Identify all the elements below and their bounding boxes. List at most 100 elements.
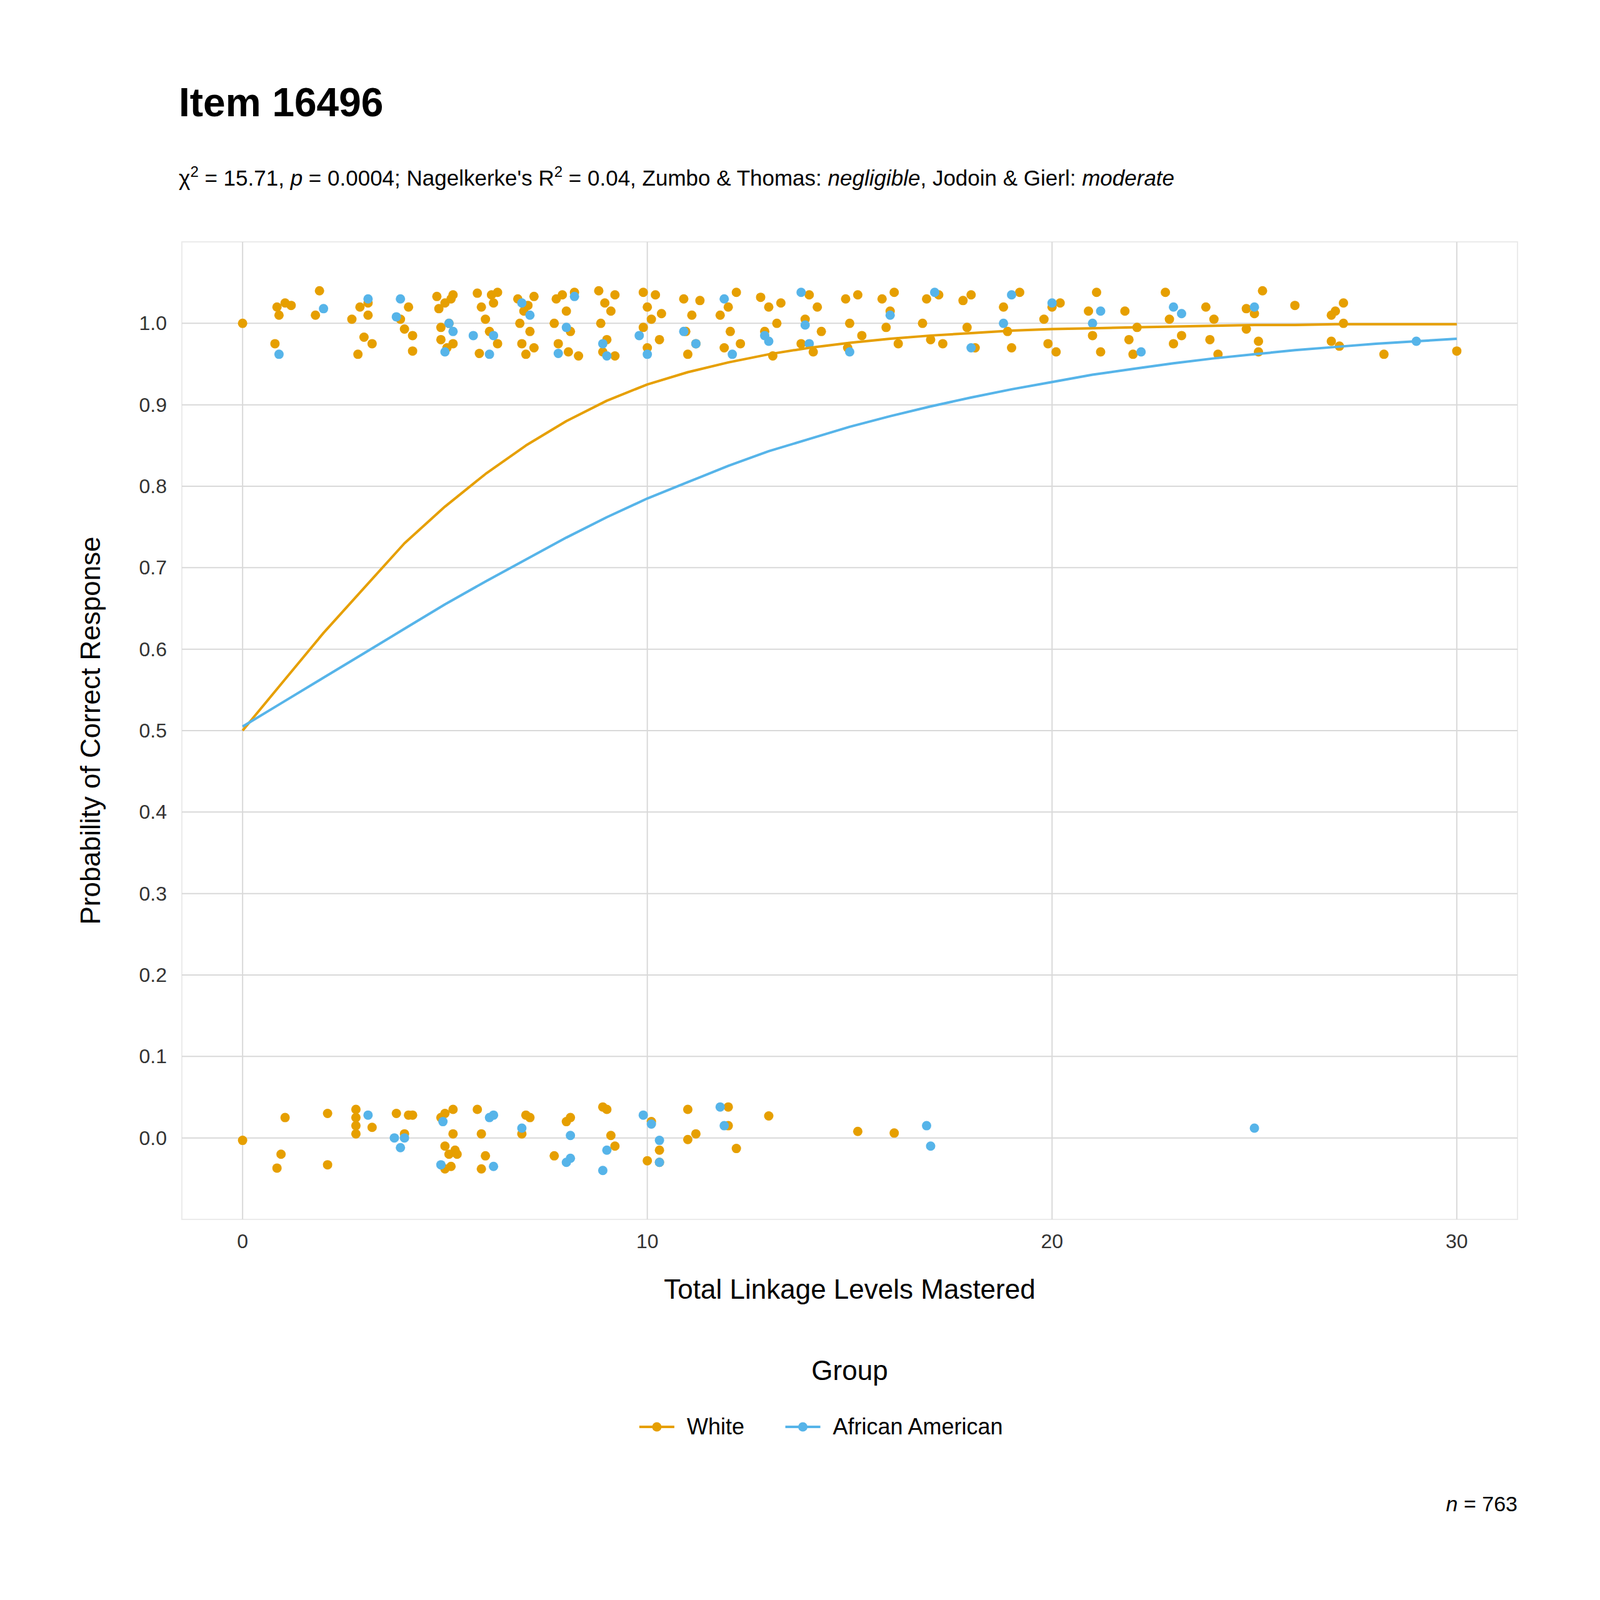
point	[998, 318, 1009, 329]
point	[1241, 303, 1252, 314]
point	[601, 351, 612, 361]
point	[516, 338, 527, 349]
point	[516, 298, 527, 308]
point	[1160, 287, 1170, 297]
point	[596, 318, 606, 329]
legend-marker	[651, 1422, 662, 1432]
y-tick-label: 0.8	[139, 475, 167, 498]
point	[1176, 308, 1187, 319]
point	[440, 1141, 450, 1151]
point	[274, 310, 284, 320]
point	[1006, 343, 1017, 353]
point	[436, 335, 446, 345]
point	[763, 336, 774, 347]
point	[472, 288, 482, 299]
point	[1120, 306, 1130, 316]
point	[553, 338, 564, 349]
point	[444, 318, 454, 329]
point	[845, 346, 855, 357]
y-tick-label: 0.3	[139, 882, 167, 905]
point	[367, 338, 377, 349]
point	[889, 1128, 899, 1138]
point	[474, 348, 484, 359]
point	[1338, 298, 1349, 308]
point	[683, 1135, 693, 1145]
point	[238, 318, 248, 329]
grid-line-y	[181, 648, 1518, 650]
point	[485, 349, 495, 359]
point	[431, 291, 442, 302]
point	[594, 286, 604, 296]
point	[363, 294, 373, 304]
point	[893, 338, 904, 349]
point	[686, 310, 697, 320]
y-tick-label: 0.9	[139, 393, 167, 417]
legend-label: White	[686, 1413, 745, 1440]
scatter-series	[274, 287, 1422, 1175]
point	[656, 308, 667, 319]
point	[448, 326, 458, 337]
point	[634, 330, 644, 340]
point	[719, 294, 729, 304]
grid-line-y	[181, 730, 1518, 732]
point	[515, 318, 525, 329]
point	[280, 1113, 290, 1123]
point	[448, 290, 458, 300]
point	[889, 287, 899, 297]
background	[0, 0, 1600, 1600]
point	[715, 310, 725, 320]
point	[1250, 302, 1260, 312]
point	[655, 335, 665, 345]
subtitle-part: negligible	[828, 165, 921, 190]
point	[351, 1121, 361, 1131]
point	[1168, 302, 1179, 312]
point	[812, 302, 822, 312]
point	[323, 1160, 333, 1170]
point	[440, 346, 450, 357]
point	[723, 302, 734, 312]
point	[606, 306, 616, 316]
point	[472, 1105, 482, 1115]
point	[655, 1157, 665, 1167]
point	[735, 338, 745, 349]
point	[525, 310, 535, 320]
point	[448, 1105, 458, 1115]
point	[1168, 338, 1179, 349]
point	[1205, 335, 1215, 345]
point	[938, 338, 948, 349]
point	[1088, 318, 1098, 329]
point	[598, 338, 608, 349]
point	[642, 349, 652, 359]
point	[480, 314, 490, 324]
point	[601, 1105, 612, 1115]
point	[270, 338, 280, 349]
point	[719, 343, 729, 353]
point	[351, 1105, 361, 1115]
plot-area	[238, 286, 1462, 1176]
point	[1165, 314, 1175, 324]
point	[529, 343, 539, 353]
point	[856, 330, 867, 340]
point	[488, 330, 499, 340]
point	[1209, 314, 1219, 324]
point	[400, 1133, 410, 1143]
point	[853, 290, 863, 300]
y-tick-label: 0.0	[139, 1126, 167, 1150]
point	[610, 1141, 620, 1151]
point	[885, 310, 895, 320]
point	[391, 1108, 402, 1119]
legend: WhiteAfrican American	[639, 1413, 1004, 1440]
point	[408, 1110, 418, 1120]
annotation-part: n	[1446, 1491, 1459, 1516]
point	[476, 302, 487, 312]
point	[440, 1108, 450, 1119]
point	[570, 291, 580, 302]
point	[756, 292, 766, 302]
point	[408, 330, 418, 340]
point	[731, 287, 742, 297]
point	[521, 349, 531, 359]
point	[966, 290, 976, 300]
point	[391, 311, 402, 322]
point	[606, 1130, 616, 1140]
line	[242, 338, 1457, 727]
